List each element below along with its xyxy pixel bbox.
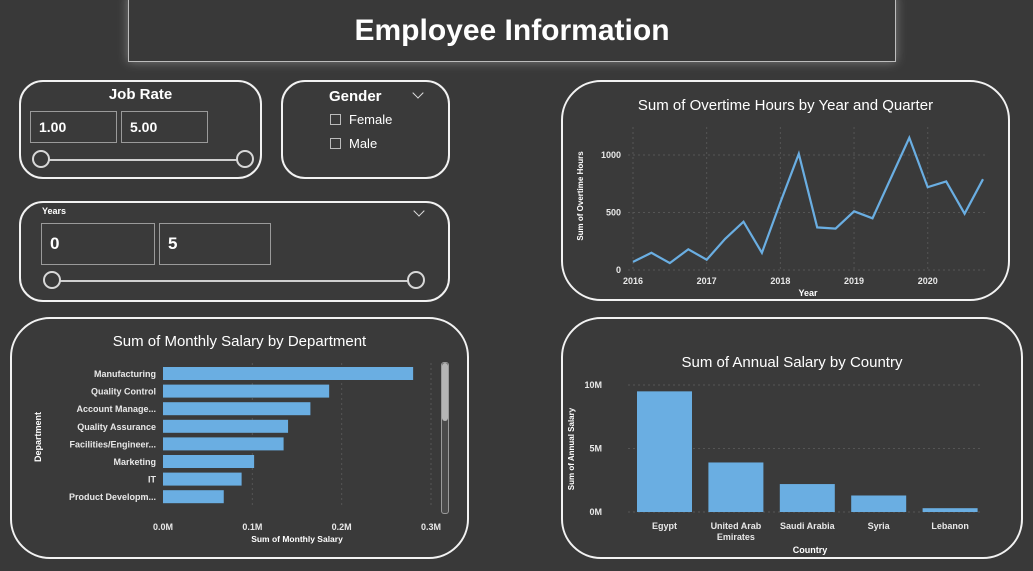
country-bar	[851, 495, 907, 512]
department-bar	[163, 402, 311, 416]
chevron-down-icon[interactable]	[412, 87, 424, 99]
x-axis-title: Year	[798, 288, 818, 298]
overtime-chart-panel: Sum of Overtime Hours by Year and Quarte…	[561, 80, 1010, 301]
years-max-handle[interactable]	[407, 271, 425, 289]
overtime-line-chart[interactable]: 0 500 1000 2016 2017 2018 2019 2020 Year Sum of O…	[563, 82, 1008, 299]
salary-dept-chart-title: Sum of Monthly Salary by Department	[112, 333, 367, 350]
gender-option-female[interactable]: Female	[330, 112, 392, 127]
job-rate-title: Job Rate	[108, 86, 173, 103]
y-axis-title: Department	[33, 412, 43, 462]
gender-option-male[interactable]: Male	[330, 136, 377, 151]
department-label: Marketing	[113, 457, 156, 467]
department-bar	[163, 437, 284, 451]
country-bar	[922, 508, 978, 512]
x-tick-label: 2020	[918, 276, 938, 286]
y-tick-label: 5M	[589, 444, 602, 454]
job-rate-max-input[interactable]: 5.00	[121, 111, 208, 143]
department-bar	[163, 455, 255, 468]
salary-country-bar-chart[interactable]: 0M 5M 10M Egypt United Arab Emirates Saudi Ara…	[563, 319, 1021, 557]
years-slider-track[interactable]	[52, 280, 418, 282]
job-rate-slicer: Job Rate 1.00 5.00	[19, 80, 262, 179]
y-tick-label: 10M	[584, 380, 602, 390]
overtime-chart-title: Sum of Overtime Hours by Year and Quarte…	[637, 97, 934, 114]
x-tick-label: 0.0M	[153, 522, 173, 532]
gender-option-label: Female	[349, 112, 393, 127]
x-tick-label: 0.1M	[242, 522, 262, 532]
salary-dept-bar-chart[interactable]: 0.0M 0.1M 0.2M 0.3M Manufacturing Quality Con…	[12, 319, 467, 557]
country-bar	[637, 391, 692, 512]
y-tick-label: 0M	[589, 507, 602, 517]
years-title: Years	[42, 206, 67, 216]
chart-scrollbar-thumb[interactable]	[442, 363, 448, 421]
department-bar	[163, 472, 242, 486]
country-label: Saudi Arabia	[780, 521, 836, 531]
y-axis-title: Sum of Overtime Hours	[576, 151, 585, 241]
job-rate-min-handle[interactable]	[32, 150, 50, 168]
x-tick-label: 0.3M	[421, 522, 441, 532]
checkbox-icon[interactable]	[330, 138, 341, 149]
page-title: Employee Information	[354, 14, 670, 47]
department-label: IT	[148, 475, 157, 485]
gender-title: Gender	[329, 88, 382, 105]
department-label: Facilities/Engineer...	[69, 439, 156, 449]
y-tick-label: 500	[606, 208, 621, 218]
page-title-box: Employee Information	[128, 0, 896, 62]
checkbox-icon[interactable]	[330, 114, 341, 125]
salary-country-chart-title: Sum of Annual Salary by Country	[681, 354, 903, 371]
x-axis-title: Sum of Monthly Salary	[251, 534, 343, 544]
y-axis-title: Sum of Annual Salary	[567, 407, 576, 490]
job-rate-max-handle[interactable]	[236, 150, 254, 168]
department-bar	[163, 367, 414, 380]
country-bar	[708, 462, 764, 512]
x-tick-label: 2016	[623, 276, 643, 286]
years-max-input[interactable]: 5	[159, 223, 271, 265]
chart-scrollbar[interactable]	[441, 362, 449, 514]
department-label: Product Developm...	[69, 492, 156, 502]
department-bar	[163, 419, 289, 433]
x-tick-label: 2018	[770, 276, 790, 286]
job-rate-slider-track[interactable]	[41, 159, 246, 161]
y-tick-label: 1000	[601, 150, 621, 160]
chevron-down-icon[interactable]	[413, 205, 425, 217]
salary-dept-chart-panel: Sum of Monthly Salary by Department 0.0M…	[10, 317, 469, 559]
department-bar	[163, 384, 330, 398]
department-label: Account Manage...	[76, 404, 156, 414]
country-bar	[779, 484, 835, 512]
department-label: Quality Control	[91, 387, 156, 397]
years-min-input[interactable]: 0	[41, 223, 155, 265]
gender-option-label: Male	[349, 136, 378, 151]
job-rate-min-input[interactable]: 1.00	[30, 111, 117, 143]
years-min-handle[interactable]	[43, 271, 61, 289]
x-axis-title: Country	[793, 545, 828, 555]
country-label: United Arab Emirates	[711, 521, 762, 542]
department-label: Manufacturing	[94, 369, 156, 379]
years-slicer: Years 0 5	[19, 201, 450, 302]
y-tick-label: 0	[616, 265, 621, 275]
salary-country-chart-panel: Sum of Annual Salary by Country 0M 5M 10M E…	[561, 317, 1023, 559]
overtime-series-line	[632, 134, 984, 265]
country-label: Egypt	[652, 521, 677, 531]
department-bar	[163, 490, 224, 504]
x-tick-label: 0.2M	[332, 522, 352, 532]
x-tick-label: 2019	[844, 276, 864, 286]
department-label: Quality Assurance	[77, 422, 156, 432]
country-label: Syria	[868, 521, 891, 531]
x-tick-label: 2017	[697, 276, 717, 286]
country-label: Lebanon	[931, 521, 969, 531]
gender-slicer: Gender Female Male	[281, 80, 450, 179]
